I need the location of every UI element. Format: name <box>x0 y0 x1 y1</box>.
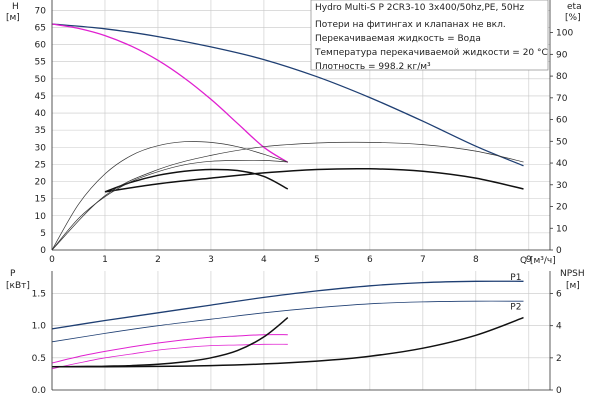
y-right-tick-label: 60 <box>556 116 568 126</box>
y-left-tick-label: 35 <box>35 126 46 136</box>
top-ticks: 0 1 2 3 4 5 6 7 8 9051015202530354045505560657001… <box>35 0 573 265</box>
bottom-series-2 <box>51 334 288 364</box>
y-left-tick-label: 20 <box>35 178 47 188</box>
bottom-series-1 <box>51 300 524 343</box>
y-left-tick-label: 25 <box>35 160 46 170</box>
x-tick-label: 5 <box>314 255 320 265</box>
y-left-tick-label: 40 <box>35 109 47 119</box>
y-left-tick-label: 65 <box>35 23 46 33</box>
x-tick-label: 2 <box>155 255 161 265</box>
y-right-tick-label: 4 <box>556 322 562 332</box>
y-left-tick-label: 10 <box>35 212 47 222</box>
y-left-tick-label: 60 <box>35 41 47 51</box>
y-left-tick-label: 55 <box>35 58 46 68</box>
y-left-label-top: H <box>12 2 19 12</box>
info-line-4: Плотность = 998.2 кг/м³ <box>315 62 431 72</box>
bottom-series-4 <box>51 316 524 368</box>
y-left-tick-label: 70 <box>35 6 47 16</box>
x-tick-label: 3 <box>208 255 214 265</box>
y-right-tick-label: 50 <box>556 137 568 147</box>
y-right-tick-label: 90 <box>556 50 568 60</box>
annotation-p1: P1 <box>510 273 521 283</box>
top-series-3 <box>104 168 289 193</box>
x-tick-label: 4 <box>261 255 267 265</box>
y-right-label-top: eta <box>567 2 582 12</box>
y-left-tick-label: 45 <box>35 92 46 102</box>
y-right-tick-label: 20 <box>556 203 568 213</box>
top-series-1 <box>51 23 289 163</box>
y-left-tick-label: 15 <box>35 195 46 205</box>
x-tick-label: 7 <box>420 255 426 265</box>
bottom-series-5 <box>51 317 289 368</box>
top-series-5 <box>51 141 288 251</box>
npsh-label-top: NPSH <box>560 269 585 279</box>
bottom-series-0 <box>51 280 524 330</box>
y-right-tick-label: 30 <box>556 181 568 191</box>
bottom-ticks: 0.0 0.5 1.0 1.5 0 2 4 6 <box>32 271 562 396</box>
y-left-tick-label: 30 <box>35 143 47 153</box>
top-series-0 <box>51 23 524 167</box>
y-left-tick-label: 0 <box>40 246 46 256</box>
x-tick-label: 0 <box>49 255 55 265</box>
info-box: Hydro Multi-S P 2CR3-10 3x400/50hz,PE, 5… <box>310 0 549 72</box>
info-line-3: Температура перекачиваемой жидкости = 20… <box>314 48 548 58</box>
power-npsh-panel: 0.0 0.5 1.0 1.5 0 2 4 6 P [кВт] NPSH [м] P1 P2 <box>6 269 585 396</box>
y-right-tick-label: 2 <box>556 354 562 364</box>
top-series-4 <box>51 141 524 251</box>
y-left-label-unit: [м] <box>6 13 20 23</box>
y-right-tick-label: 80 <box>556 72 568 82</box>
y-right-tick-label: 0 <box>556 246 562 256</box>
bottom-plot-frame <box>52 271 550 390</box>
y-left-tick-label: 0.5 <box>32 354 46 364</box>
y-right-tick-label: 6 <box>556 290 562 300</box>
y-right-label-unit: [%] <box>565 13 581 23</box>
top-series-6 <box>51 159 288 251</box>
npsh-label-unit: [м] <box>566 281 580 291</box>
x-axis-label: Q [м³/ч] <box>520 256 556 266</box>
top-series-2 <box>104 167 524 193</box>
x-tick-label: 1 <box>102 255 108 265</box>
chart-title: Hydro Multi-S P 2CR3-10 3x400/50hz,PE, 5… <box>315 3 524 13</box>
head-efficiency-panel: 0 1 2 3 4 5 6 7 8 9051015202530354045505560657001… <box>6 0 582 266</box>
y-left-tick-label: 1.0 <box>32 322 47 332</box>
y-right-tick-label: 70 <box>556 94 568 104</box>
y-left-tick-label: 5 <box>40 229 46 239</box>
x-tick-label: 8 <box>473 255 479 265</box>
info-line-1: Потери на фитингах и клапанах не вкл. <box>315 20 506 30</box>
y-right-tick-label: 10 <box>556 224 568 234</box>
info-box-frame <box>310 0 549 71</box>
y-right-tick-label: 40 <box>556 159 568 169</box>
x-tick-label: 9 <box>526 255 532 265</box>
bottom-series <box>51 280 524 370</box>
p-label-unit: [кВт] <box>6 281 30 291</box>
y-right-tick-label: 0 <box>556 386 562 396</box>
info-line-2: Перекачиваемая жидкость = Вода <box>315 34 481 44</box>
x-tick-label: 6 <box>367 255 373 265</box>
p-label-top: P <box>10 269 16 279</box>
y-left-tick-label: 0.0 <box>32 386 47 396</box>
annotation-p2: P2 <box>510 302 521 312</box>
y-right-tick-label: 100 <box>556 29 573 39</box>
y-left-tick-label: 1.5 <box>32 290 46 300</box>
y-left-tick-label: 50 <box>35 75 47 85</box>
top-series <box>51 23 524 251</box>
